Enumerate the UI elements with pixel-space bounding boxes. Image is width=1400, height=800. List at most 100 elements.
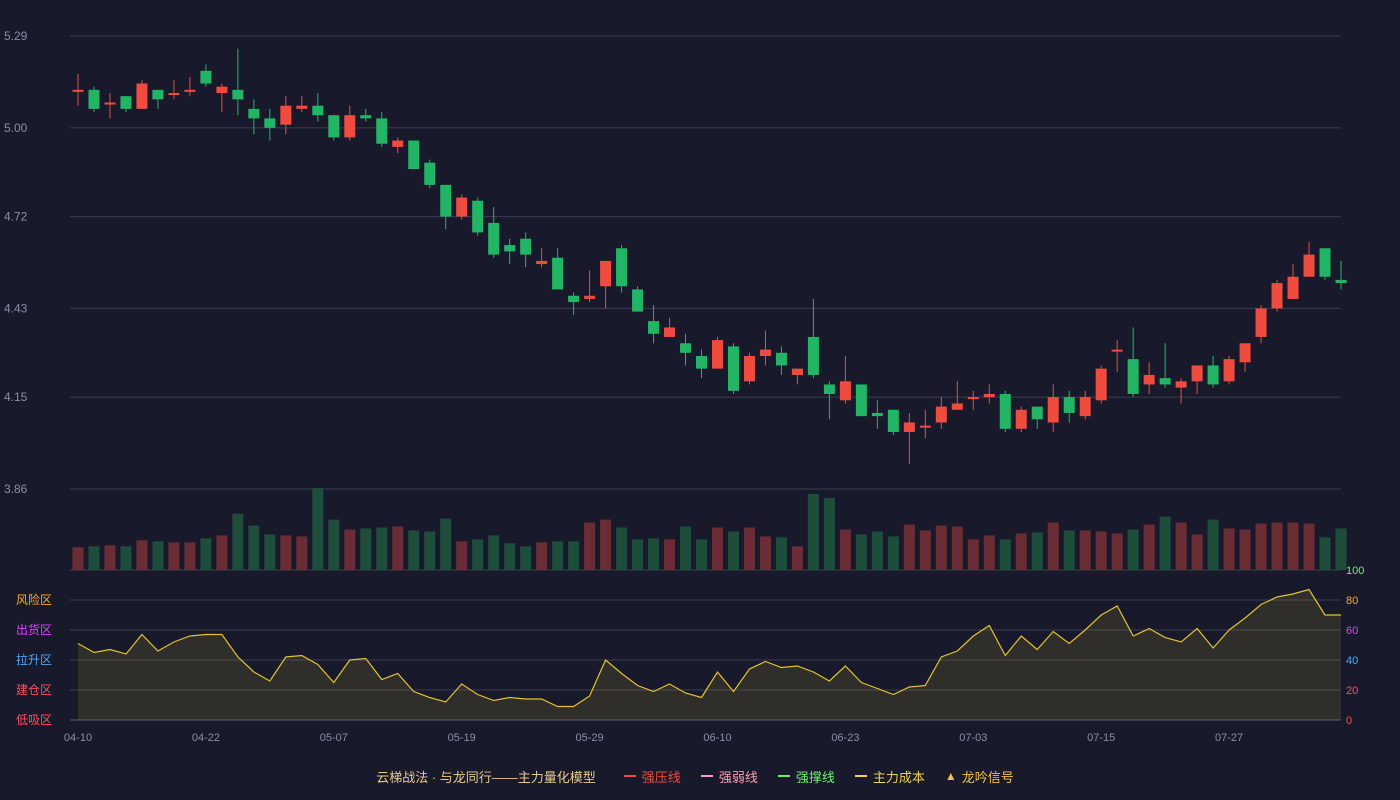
volume-bar xyxy=(823,497,835,570)
indicator-line xyxy=(77,588,1341,708)
indicator-tick-label: 0 xyxy=(1346,715,1352,727)
candle-body xyxy=(1319,248,1331,277)
volume-bar xyxy=(408,530,420,570)
legend-item-resistance[interactable]: 强压线 xyxy=(623,767,681,786)
candle-body xyxy=(855,384,867,417)
candle-body xyxy=(791,368,803,375)
candle-body xyxy=(1143,374,1155,385)
candle-body xyxy=(951,403,963,410)
volume-bar xyxy=(600,519,612,570)
candle-body xyxy=(120,96,132,109)
candle-body xyxy=(280,105,292,125)
volume-bar xyxy=(344,529,356,570)
volume-bar xyxy=(967,539,979,570)
volume-bar xyxy=(1303,523,1315,570)
candle-body xyxy=(504,245,516,252)
legend-label-signal: 龙吟信号 xyxy=(961,769,1014,785)
volume-bar xyxy=(216,535,228,570)
volume-bar xyxy=(648,538,660,570)
candle-body xyxy=(152,89,164,100)
candle-body xyxy=(1191,365,1203,382)
x-tick-label: 07-03 xyxy=(959,732,987,744)
volume-bar xyxy=(552,541,564,570)
x-tick-label: 06-23 xyxy=(831,732,859,744)
volume-bar xyxy=(743,527,755,570)
volume-bar xyxy=(424,531,436,570)
legend-label-support: 强撑线 xyxy=(795,769,835,785)
legend-item-signal[interactable]: ▲ 龙吟信号 xyxy=(945,767,1014,786)
zone-label: 拉升区 xyxy=(16,652,52,667)
volume-bar xyxy=(1239,529,1251,570)
candle-body xyxy=(1079,397,1091,417)
volume-bar xyxy=(1159,516,1171,570)
candle-body xyxy=(1063,397,1075,413)
volume-bar xyxy=(536,542,548,570)
volume-bar xyxy=(232,513,244,570)
volume-bar xyxy=(1335,528,1347,570)
candle-body xyxy=(743,355,755,382)
legend-item-strength[interactable]: 强弱线 xyxy=(700,767,758,786)
volume-bar xyxy=(791,546,803,570)
candle-body xyxy=(1239,343,1251,363)
candle-body xyxy=(935,406,947,423)
legend-label-strength: 强弱线 xyxy=(718,769,758,785)
candle-body xyxy=(408,140,420,170)
zone-label: 出货区 xyxy=(16,622,52,637)
volume-bar xyxy=(392,526,404,570)
volume-bar xyxy=(248,525,260,570)
candle-body xyxy=(1223,359,1235,382)
candle-body xyxy=(456,197,468,217)
candle-body xyxy=(72,89,84,92)
volume-bar xyxy=(839,529,851,570)
candle-body xyxy=(1255,308,1267,337)
legend-label-cost: 主力成本 xyxy=(872,769,925,785)
legend-item-cost[interactable]: 主力成本 xyxy=(854,767,925,786)
volume-bar xyxy=(1207,519,1219,570)
candle-body xyxy=(88,89,100,109)
volume-bar xyxy=(951,526,963,570)
volume-bar xyxy=(1079,530,1091,570)
candle-body xyxy=(632,289,644,312)
volume-bar xyxy=(200,538,212,570)
volume-bar xyxy=(1047,522,1059,570)
volume-bar xyxy=(1111,533,1123,570)
candle-body xyxy=(903,422,915,432)
candle-body xyxy=(727,346,739,391)
candle-body xyxy=(312,105,324,116)
candle-body xyxy=(967,397,979,400)
volume-bar xyxy=(999,539,1011,570)
volume-bar xyxy=(1271,522,1283,570)
volume-bar xyxy=(1095,531,1107,570)
indicator-tick-label: 40 xyxy=(1346,655,1358,667)
volume-bar xyxy=(376,527,388,570)
candle-body xyxy=(1207,365,1219,385)
candle-body xyxy=(759,349,771,356)
candle-body xyxy=(696,355,708,369)
volume-bar xyxy=(680,526,692,570)
indicator-tick-label: 60 xyxy=(1346,625,1358,637)
chart-legend: 云梯战法 · 与龙同行——主力量化模型 强压线 强弱线 强撑线 主力成本 ▲ 龙… xyxy=(0,766,1400,786)
candle-body xyxy=(983,393,995,398)
candle-body xyxy=(264,118,276,128)
legend-item-support[interactable]: 强撑线 xyxy=(777,767,835,786)
volume-bar xyxy=(727,531,739,570)
candle-body xyxy=(1095,368,1107,401)
price-tick-label: 3.86 xyxy=(4,482,28,496)
volume-bar xyxy=(1031,532,1043,570)
volume-bar xyxy=(120,546,132,570)
volume-bar xyxy=(759,536,771,570)
x-tick-label: 07-27 xyxy=(1215,732,1243,744)
zone-label: 建仓区 xyxy=(16,683,52,697)
volume-bar xyxy=(440,518,452,570)
candle-body xyxy=(552,257,564,290)
candle-body xyxy=(360,115,372,119)
indicator-area xyxy=(78,589,1341,720)
candle-body xyxy=(216,86,228,94)
x-tick-label: 04-10 xyxy=(64,732,92,744)
volume-bar xyxy=(520,546,532,570)
x-tick-label: 05-07 xyxy=(320,732,348,744)
candle-body xyxy=(136,83,148,109)
volume-bar xyxy=(855,534,867,570)
candle-body xyxy=(616,248,628,287)
candle-body xyxy=(584,295,596,299)
